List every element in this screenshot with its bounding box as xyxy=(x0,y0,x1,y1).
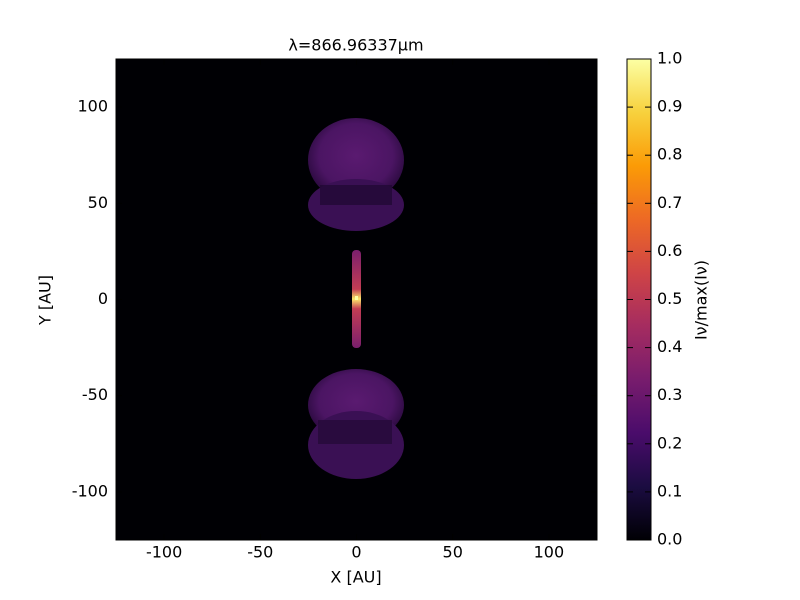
colorbar-label: Iν/max(Iν) xyxy=(692,260,711,340)
colorbar-tick-label: 0.5 xyxy=(657,289,682,308)
colorbar-tick-label: 1.0 xyxy=(657,49,682,68)
colorbar-tick-label: 0.3 xyxy=(657,385,682,404)
colorbar-tick-label: 0.2 xyxy=(657,433,682,452)
colorbar-tick-label: 0.6 xyxy=(657,241,682,260)
x-axis-label: X [AU] xyxy=(330,568,381,587)
colorbar-tick-label: 0.7 xyxy=(657,193,682,212)
chart-title: λ=866.96337μm xyxy=(288,36,423,55)
heatmap-image xyxy=(116,59,597,540)
x-tick-label: 0 xyxy=(351,543,361,562)
colorbar-tick-label: 0.1 xyxy=(657,481,682,500)
x-tick-label: 50 xyxy=(443,543,463,562)
x-tick-label: 100 xyxy=(534,543,565,562)
y-tick-label: 100 xyxy=(77,97,108,116)
colorbar-tick-label: 0.9 xyxy=(657,97,682,116)
y-tick-label: 0 xyxy=(98,289,108,308)
x-tick-label: -50 xyxy=(247,543,273,562)
colorbar-tick-label: 0.4 xyxy=(657,337,682,356)
colorbar-tick-label: 0.8 xyxy=(657,145,682,164)
y-tick-label: -100 xyxy=(72,481,108,500)
colorbar-tick-label: 0.0 xyxy=(657,530,682,549)
x-tick-label: -100 xyxy=(146,543,182,562)
y-axis-label: Y [AU] xyxy=(36,275,55,326)
y-tick-label: 50 xyxy=(88,193,108,212)
y-tick-label: -50 xyxy=(82,385,108,404)
